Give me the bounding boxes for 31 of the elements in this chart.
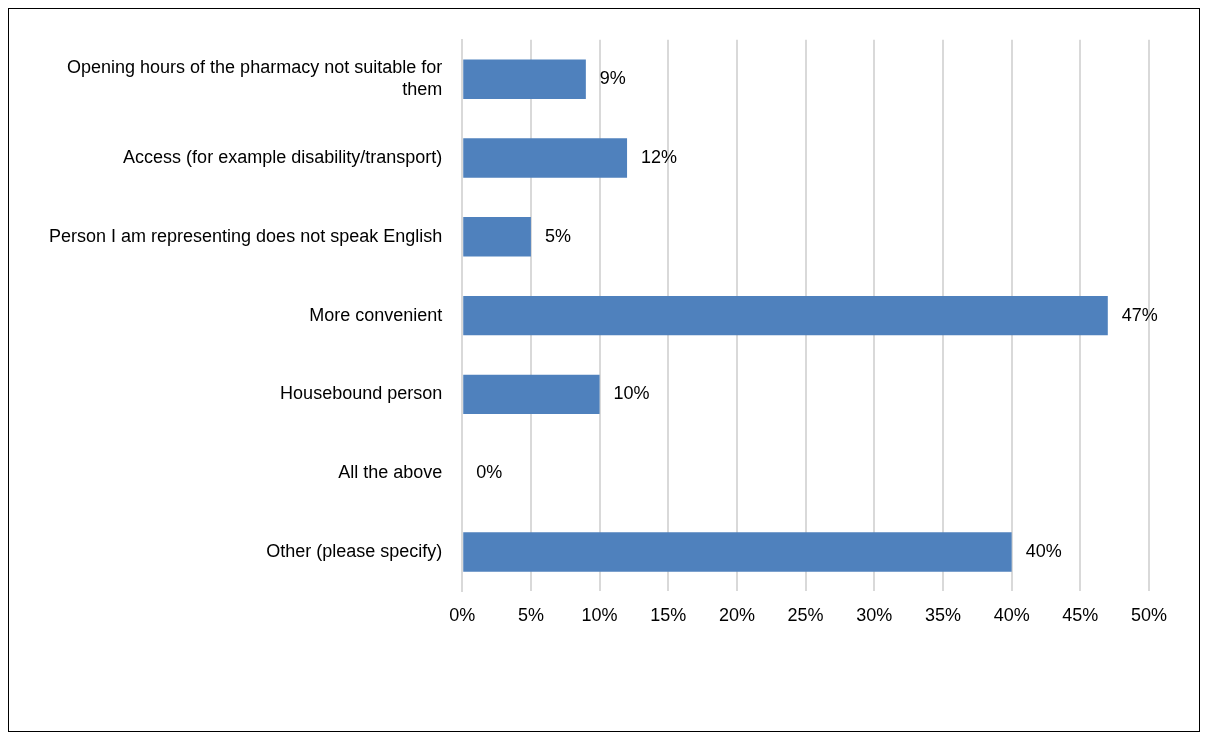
y-tick-label: More convenient [309,304,443,325]
y-tick-label: Person I am representing does not speak English [49,225,443,246]
x-tick-label: 5% [517,605,544,626]
x-tick-label: 20% [718,605,755,626]
y-tick-label: Housebound person [280,383,443,404]
data-label: 5% [544,225,571,246]
y-tick-label: Access (for example disability/transport) [123,146,443,167]
x-tick-label: 10% [581,605,618,626]
bar [463,295,1108,336]
bar [463,59,586,99]
x-tick-label: 50% [1130,605,1168,626]
bar [463,217,531,257]
data-label: 12% [641,146,678,167]
x-tick-label: 45% [1062,605,1099,626]
data-label: 47% [1121,304,1158,325]
data-label: 9% [599,68,626,89]
x-tick-label: 30% [856,605,893,626]
x-tick-label: 0% [449,605,476,626]
x-tick-label: 35% [924,605,961,626]
data-label: 40% [1025,540,1062,561]
bar [463,138,628,178]
x-tick-label: 25% [787,605,824,626]
data-label: 10% [613,383,650,404]
x-tick-label: 15% [650,605,687,626]
bar [463,532,1012,572]
y-tick-label: Opening hours of the pharmacy not suitable for them [67,57,443,99]
data-label: 0% [476,462,503,483]
y-tick-label: Other (please specify) [266,540,443,561]
bar [463,374,600,415]
y-tick-label: All the above [338,462,443,483]
x-tick-label: 40% [993,605,1030,626]
